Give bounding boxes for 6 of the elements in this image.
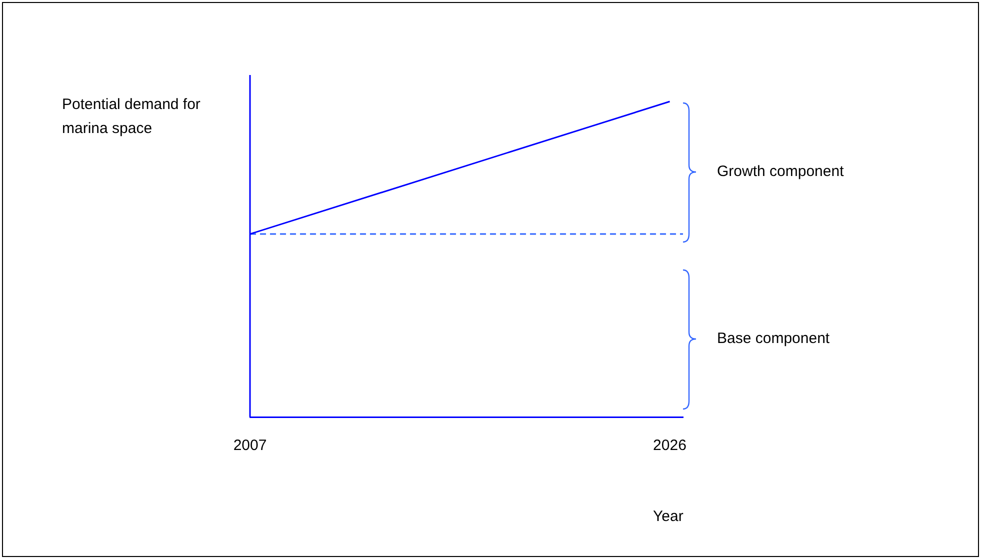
y-axis-title: Potential demand for marina space — [62, 95, 202, 139]
x-axis-title: Year — [653, 507, 684, 527]
text: Base component — [717, 329, 830, 349]
x-tick-label: 2026 — [653, 437, 686, 454]
text: Growth component — [717, 162, 844, 182]
x-tick-label: 2007 — [233, 437, 267, 454]
